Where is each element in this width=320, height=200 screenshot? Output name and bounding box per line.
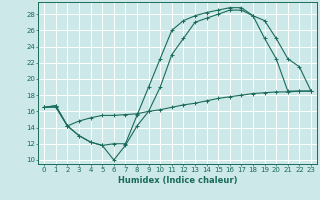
X-axis label: Humidex (Indice chaleur): Humidex (Indice chaleur)	[118, 176, 237, 185]
